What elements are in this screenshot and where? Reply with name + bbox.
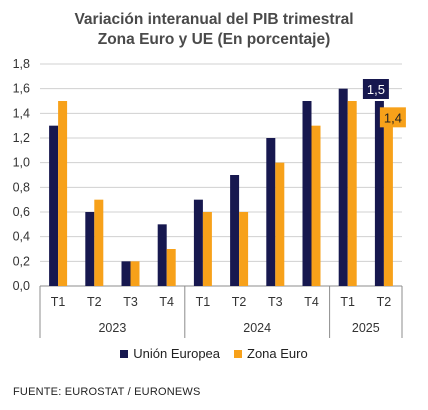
data-label-ue: 1,5	[367, 82, 385, 97]
x-tick-label: T2	[232, 295, 247, 309]
bar-ze	[166, 249, 176, 286]
x-tick-label: T1	[196, 295, 211, 309]
y-tick-label: 0,4	[13, 230, 30, 244]
bar-ue	[157, 224, 167, 286]
bar-ue	[193, 199, 203, 286]
legend-label-ue: Unión Europea	[133, 346, 221, 361]
chart-title-line2: Zona Euro y UE (En porcentaje)	[97, 31, 331, 48]
bar-ue	[302, 101, 312, 286]
bar-ue	[338, 88, 348, 287]
year-label: 2023	[98, 321, 126, 335]
y-tick-label: 0,6	[13, 205, 30, 219]
y-tick-label: 1,8	[13, 57, 30, 71]
bar-ze	[347, 101, 357, 286]
x-tick-label: T4	[304, 295, 319, 309]
x-tick-label: T1	[340, 295, 355, 309]
y-tick-label: 1,6	[13, 82, 30, 96]
y-tick-label: 1,2	[13, 131, 30, 145]
data-label-box-ue	[362, 79, 389, 99]
y-tick-label: 0,0	[13, 279, 30, 293]
y-tick-label: 1,4	[13, 106, 30, 120]
y-tick-label: 0,2	[13, 254, 30, 268]
bar-ue	[121, 261, 131, 286]
data-label-box-ze	[379, 107, 406, 128]
year-label: 2025	[352, 321, 380, 335]
bar-ze	[311, 125, 321, 287]
chart-legend: Unión Europea Zona Euro	[0, 346, 428, 361]
year-label: 2024	[243, 321, 271, 335]
bar-ze	[94, 199, 104, 286]
bar-ue	[49, 125, 59, 287]
bar-ze	[202, 212, 212, 286]
bar-ze	[58, 101, 68, 286]
bar-ze	[239, 212, 249, 286]
bar-ue	[230, 175, 240, 286]
y-tick-label: 0,8	[13, 180, 30, 194]
x-tick-label: T2	[377, 295, 392, 309]
bar-ze	[383, 113, 393, 286]
bar-ue	[266, 138, 276, 286]
data-label-ze: 1,4	[384, 110, 402, 125]
x-tick-label: T3	[268, 295, 283, 309]
legend-item-ze: Zona Euro	[234, 346, 308, 361]
x-tick-label: T2	[87, 295, 102, 309]
x-tick-label: T1	[51, 295, 66, 309]
x-tick-label: T3	[123, 295, 138, 309]
bar-chart: 0,0 0,2 0,4 0,6 0,8 1,0 1,2 1,4 1,6 1,8 T1 T2 T3 T4 T1…	[13, 57, 406, 338]
legend-swatch-ue	[120, 349, 129, 358]
bar-ze	[275, 162, 285, 286]
bar-ze	[130, 261, 140, 286]
y-tick-label: 1,0	[13, 156, 30, 170]
bar-ue	[374, 101, 384, 286]
chart-title-line1: Variación interanual del PIB trimestral	[74, 11, 354, 28]
legend-swatch-ze	[234, 349, 243, 358]
legend-label-ze: Zona Euro	[247, 346, 308, 361]
x-tick-label: T4	[159, 295, 174, 309]
legend-item-ue: Unión Europea	[120, 346, 220, 361]
bar-ue	[85, 212, 95, 286]
source-note: FUENTE: EUROSTAT / EURONEWS	[13, 386, 201, 398]
